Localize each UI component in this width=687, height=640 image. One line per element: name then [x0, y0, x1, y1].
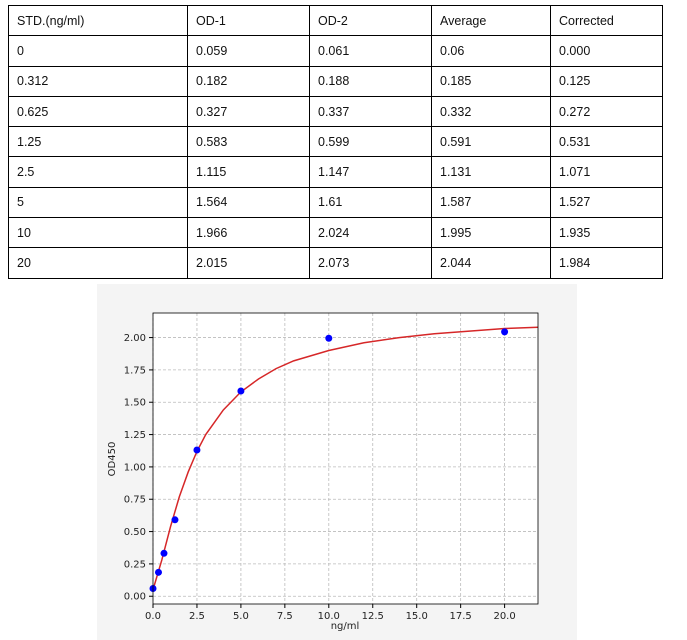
table-cell: 0.188	[309, 65, 432, 97]
x-tick-label: 17.5	[450, 611, 472, 622]
table-cell: 0.599	[309, 126, 432, 158]
y-tick-label: 2.00	[124, 333, 146, 344]
table-cell: 0.337	[309, 95, 432, 128]
data-point	[160, 549, 168, 557]
table-cell: 1.995	[431, 217, 551, 249]
table-cell: 0.000	[550, 35, 663, 67]
y-tick-label: 0.50	[124, 527, 146, 538]
y-tick-label: 0.25	[124, 559, 146, 570]
x-tick-label: 15.0	[406, 611, 428, 622]
table-cell: Average	[431, 4, 551, 37]
plot-frame	[152, 312, 539, 605]
x-tick-label: 20.0	[493, 611, 515, 622]
y-tick-label: 0.00	[124, 592, 146, 603]
table-cell: 1.115	[187, 156, 310, 188]
x-tick-label: 12.5	[362, 611, 384, 622]
table-cell: 20	[8, 247, 188, 279]
table-cell: 0.182	[187, 65, 310, 97]
table-cell: 5	[8, 186, 188, 219]
table-cell: OD-2	[309, 4, 432, 37]
table-cell: 1.564	[187, 186, 310, 219]
table-row: 1.25 0.583 0.599 0.591 0.531	[8, 126, 663, 158]
table-cell: 0.625	[8, 95, 188, 128]
data-point	[193, 446, 201, 454]
data-point	[237, 387, 245, 395]
chart: ng/ml OD450 0.0 2.5 5.0 7.5 10.0 12.5 15.0 17.5…	[97, 284, 577, 640]
data-point	[154, 568, 162, 576]
table-cell: STD.(ng/ml)	[8, 4, 188, 37]
table-cell: 1.966	[187, 217, 310, 249]
table-cell: 1.935	[550, 217, 663, 249]
table-cell: 1.61	[309, 186, 432, 219]
table-cell: 0.327	[187, 95, 310, 128]
table-cell: 0.531	[550, 126, 663, 158]
table-cell: 0.272	[550, 95, 663, 128]
plot-area	[153, 313, 538, 604]
table-cell: 0.312	[8, 65, 188, 97]
table-cell: 0.591	[431, 126, 551, 158]
x-tick-label: 0.0	[145, 611, 161, 622]
table-cell: 1.071	[550, 156, 663, 188]
x-tick-label: 10.0	[318, 611, 340, 622]
table-row: 0.312 0.182 0.188 0.185 0.125	[8, 65, 663, 97]
table-cell: 1.984	[550, 247, 663, 279]
table-cell: 2.073	[309, 247, 432, 279]
table-cell: 0.059	[187, 35, 310, 67]
y-tick-label: 1.75	[124, 365, 146, 376]
table-cell: 2.5	[8, 156, 188, 188]
table-cell: 0.061	[309, 35, 432, 67]
table-row: 10 1.966 2.024 1.995 1.935	[8, 217, 663, 249]
table-cell: 0.583	[187, 126, 310, 158]
fit-curve	[152, 326, 539, 590]
data-point	[501, 328, 509, 336]
y-tick-label: 0.75	[124, 495, 146, 506]
table-cell: 10	[8, 217, 188, 249]
y-tick-label: 1.25	[124, 430, 146, 441]
x-tick-label: 2.5	[189, 611, 205, 622]
table-cell: 0.125	[550, 65, 663, 97]
y-tick-label: 1.50	[124, 398, 146, 409]
table-cell: 0.185	[431, 65, 551, 97]
table-cell: 0	[8, 35, 188, 67]
y-tick-label: 1.00	[124, 462, 146, 473]
table-row: 5 1.564 1.61 1.587 1.527	[8, 186, 663, 219]
table-cell: 2.015	[187, 247, 310, 279]
data-point	[325, 334, 333, 342]
table-cell: 1.25	[8, 126, 188, 158]
y-axis-label: OD450	[107, 442, 118, 477]
x-tick-label: 5.0	[233, 611, 249, 622]
data-point	[171, 516, 179, 524]
x-tick-label: 7.5	[277, 611, 293, 622]
table-cell: 1.527	[550, 186, 663, 219]
x-axis-label: ng/ml	[331, 621, 360, 632]
data-table: STD.(ng/ml) OD-1 OD-2 Average Corrected 0 0.05…	[8, 4, 663, 279]
table-cell: 1.587	[431, 186, 551, 219]
table-cell: 1.131	[431, 156, 551, 188]
table-row: 20 2.015 2.073 2.044 1.984	[8, 247, 663, 279]
table-row: 0.625 0.327 0.337 0.332 0.272	[8, 95, 663, 128]
table-cell: OD-1	[187, 4, 310, 37]
table-cell: 1.147	[309, 156, 432, 188]
table-cell: 2.024	[309, 217, 432, 249]
table-cell: 0.06	[431, 35, 551, 67]
header-row: STD.(ng/ml) OD-1 OD-2 Average Corrected	[8, 4, 663, 37]
table-cell: Corrected	[550, 4, 663, 37]
table-cell: 2.044	[431, 247, 551, 279]
table-row: 2.5 1.115 1.147 1.131 1.071	[8, 156, 663, 188]
table-cell: 0.332	[431, 95, 551, 128]
table-row: 0 0.059 0.061 0.06 0.000	[8, 35, 663, 67]
